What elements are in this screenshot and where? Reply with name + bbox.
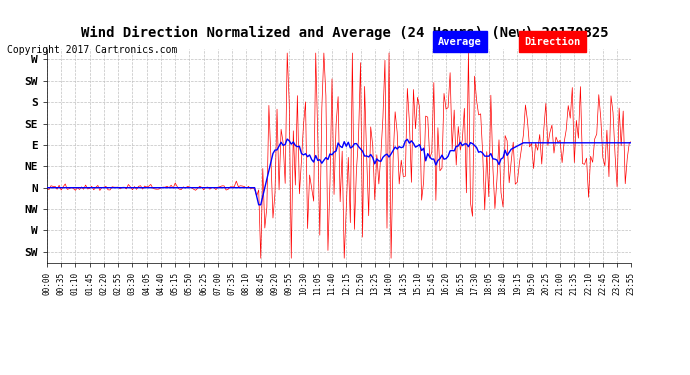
- Text: Wind Direction Normalized and Average (24 Hours) (New) 20170825: Wind Direction Normalized and Average (2…: [81, 26, 609, 40]
- Text: Direction: Direction: [524, 37, 581, 47]
- Text: Average: Average: [438, 37, 482, 47]
- Text: Copyright 2017 Cartronics.com: Copyright 2017 Cartronics.com: [7, 45, 177, 55]
